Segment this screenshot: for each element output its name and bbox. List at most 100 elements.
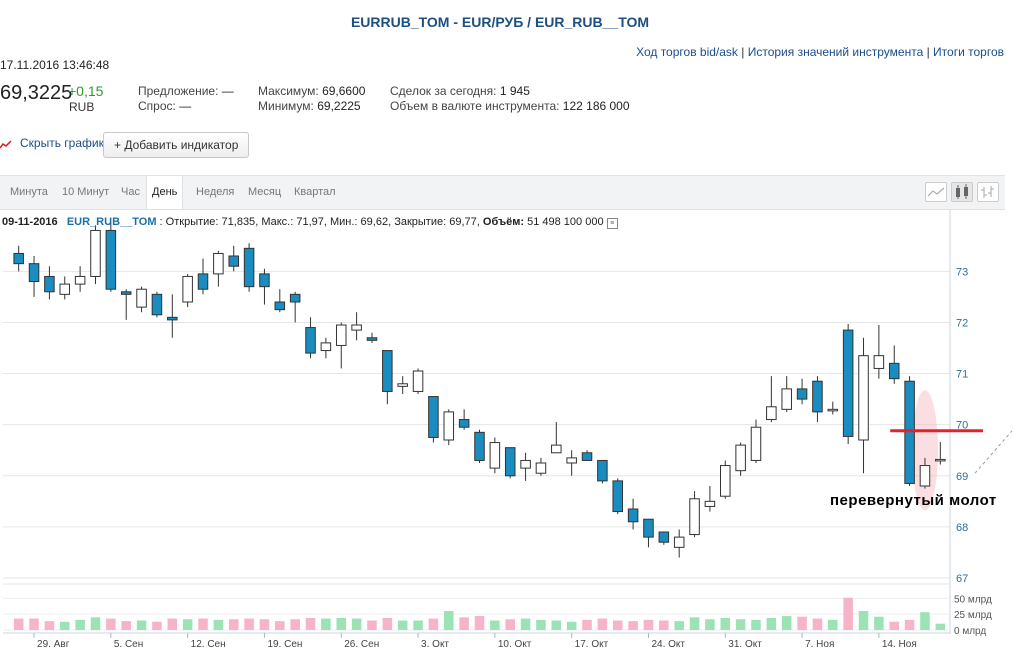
ohlc-high-label: Макс.:	[261, 216, 294, 228]
y-tick-label: 72	[956, 317, 968, 329]
deals-label: Сделок за сегодня:	[390, 84, 497, 98]
candle-down	[581, 452, 593, 461]
volume-bar	[828, 619, 838, 630]
candle-up	[535, 462, 547, 474]
volume-bar	[858, 611, 869, 630]
y-tick-label: 70	[956, 420, 968, 432]
x-tick-label: 10. Окт	[498, 639, 532, 648]
line-chart-icon[interactable]	[925, 182, 947, 202]
x-tick-label: 14. Ноя	[882, 639, 917, 648]
volume-label: Объем в валюте инструмента:	[390, 99, 560, 113]
tab-minute[interactable]: Минута	[10, 186, 48, 198]
candle-down	[105, 229, 117, 290]
volume-bar	[474, 616, 485, 630]
deals-value: 1 945	[499, 84, 530, 98]
volume-bar	[321, 618, 331, 630]
add-indicator-button[interactable]: + Добавить индикатор	[103, 132, 250, 158]
volume-bar	[305, 617, 316, 630]
candle-down	[228, 255, 239, 267]
offer-row: Предложение: —	[138, 84, 234, 98]
volume-bar	[213, 619, 224, 630]
volume-bar	[275, 621, 285, 630]
candle-up	[397, 383, 408, 387]
page-title: EURRUB_TOM - EUR/РУБ / EUR_RUB__TOM	[350, 14, 650, 30]
pattern-annotation: перевернутый молот	[830, 492, 997, 509]
candle-down	[458, 419, 470, 428]
y-tick-label: 67	[956, 573, 968, 585]
tab-month[interactable]: Месяц	[248, 186, 282, 198]
volume-tick-label: 25 млрд	[954, 610, 992, 621]
max-label: Максимум:	[258, 84, 319, 98]
price-currency: RUB	[69, 100, 95, 114]
volume-bar	[121, 621, 131, 630]
volume-bar	[920, 612, 930, 630]
quote-datetime: 17.11.2016 13:46:48	[0, 58, 110, 72]
candle-down	[842, 329, 854, 437]
x-tick-label: 19. Сен	[267, 639, 302, 648]
volume-bar	[152, 621, 162, 630]
candle-up	[136, 288, 147, 308]
ohlc-symbol[interactable]: EUR_RUB__TOM	[66, 216, 157, 228]
ohlc-date: 09-11-2016	[2, 216, 58, 228]
ohlc-low-label: Мин.:	[329, 216, 358, 228]
volume-bar	[75, 619, 85, 630]
volume-bar	[244, 618, 254, 630]
tab-hour[interactable]: Час	[121, 186, 140, 198]
candle-down	[305, 327, 316, 354]
link-history[interactable]: История значений инструмента	[747, 45, 924, 59]
volume-bar	[428, 618, 439, 630]
link-separator: |	[926, 45, 934, 59]
candle-up	[351, 324, 362, 331]
y-tick-label: 71	[956, 369, 968, 381]
volume-bar	[612, 620, 623, 630]
volume-bar	[397, 620, 408, 630]
tab-day[interactable]: День	[146, 176, 184, 209]
tab-week[interactable]: Неделя	[196, 186, 235, 198]
volume-bar	[643, 619, 654, 630]
ohlc-open-label: Открытие:	[165, 216, 219, 228]
volume-bar	[935, 623, 946, 630]
tab-10-minutes[interactable]: 10 Минут	[62, 186, 110, 198]
tab-quarter[interactable]: Квартал	[294, 186, 336, 198]
candle-up	[412, 370, 424, 392]
candlestick-icon[interactable]	[951, 182, 973, 202]
volume-bar	[659, 620, 669, 630]
candle-down	[796, 388, 808, 400]
hide-chart-link[interactable]: Скрыть график	[0, 136, 104, 150]
candle-up	[704, 500, 716, 507]
volume-bar	[874, 616, 884, 630]
volume-bar	[459, 617, 469, 630]
volume-bar	[781, 616, 792, 630]
candle-down	[597, 459, 608, 482]
candle-up	[59, 283, 71, 295]
x-tick-label: 12. Сен	[191, 639, 226, 648]
volume-bar	[674, 621, 684, 630]
volume-bar	[167, 618, 178, 630]
link-bid-ask[interactable]: Ход торгов bid/ask	[636, 45, 738, 59]
min-label: Минимум:	[258, 99, 314, 113]
volume-bar	[628, 621, 638, 630]
volume-bar	[182, 619, 193, 630]
volume-bar	[382, 617, 393, 630]
link-results[interactable]: Итоги торгов	[933, 45, 1004, 59]
candle-down	[289, 293, 301, 303]
ohlc-high: 71,97	[296, 216, 324, 228]
volume-bar	[720, 617, 731, 630]
x-tick-label: 31. Окт	[728, 639, 762, 648]
ohlc-bars-icon[interactable]	[977, 182, 999, 202]
link-separator: |	[741, 45, 748, 59]
volume-row: Объем в валюте инструмента: 122 186 000	[390, 99, 630, 113]
candle-down	[504, 447, 516, 477]
ohlc-info-bar: 09-11-2016 EUR_RUB__TOM : Открытие: 71,8…	[2, 216, 618, 229]
volume-bar	[520, 618, 531, 630]
candle-up	[935, 458, 946, 462]
info-icon[interactable]: ≡	[606, 218, 618, 229]
x-tick-label: 26. Сен	[344, 639, 379, 648]
volume-bar	[351, 618, 362, 630]
max-value: 69,6600	[322, 84, 366, 98]
volume-bar	[705, 619, 715, 630]
projection-line	[974, 430, 1013, 474]
x-tick-label: 24. Окт	[651, 639, 685, 648]
candle-up	[919, 465, 931, 487]
